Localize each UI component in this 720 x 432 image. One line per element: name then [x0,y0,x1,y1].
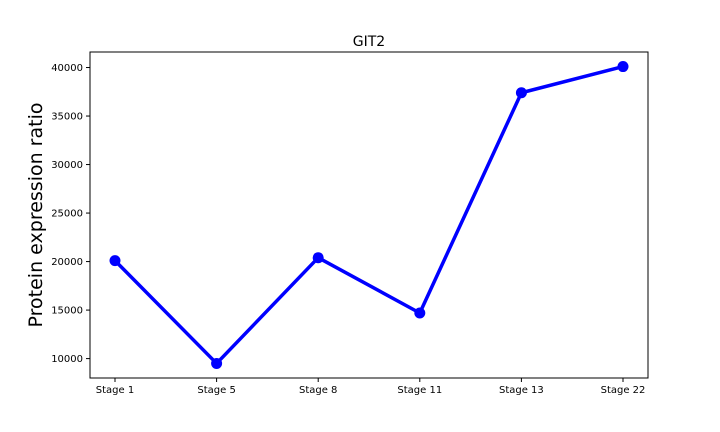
y-axis-label: Protein expression ratio [25,103,47,328]
data-point [515,87,527,99]
x-tick-label: Stage 1 [96,385,134,396]
y-tick-label: 30000 [51,160,83,171]
y-tick-label: 10000 [51,354,83,365]
data-point [617,61,629,73]
x-tick-label: Stage 8 [299,385,337,396]
chart-title: GIT2 [353,34,385,50]
plot-background [90,52,648,378]
y-tick-label: 15000 [51,306,83,317]
x-axis: Stage 1 Stage 5 Stage 8 Stage 11 Stage 13 Sta… [96,378,646,396]
plot-frame [89,51,649,379]
data-point [211,357,223,369]
x-tick-label: Stage 11 [397,385,442,396]
data-point [109,255,121,267]
y-axis: 10000 15000 20000 25000 30000 35000 40000 [51,63,90,365]
x-tick-label: Stage 13 [499,385,544,396]
y-tick-label: 20000 [51,257,83,268]
y-tick-label: 40000 [51,63,83,74]
y-tick-label: 25000 [51,209,83,220]
series-line [113,64,625,366]
series-layer [109,61,629,369]
y-tick-label: 35000 [51,112,83,123]
x-tick-label: Stage 22 [601,385,646,396]
x-tick-label: Stage 5 [197,385,235,396]
data-point [312,252,324,264]
data-point [414,307,426,319]
